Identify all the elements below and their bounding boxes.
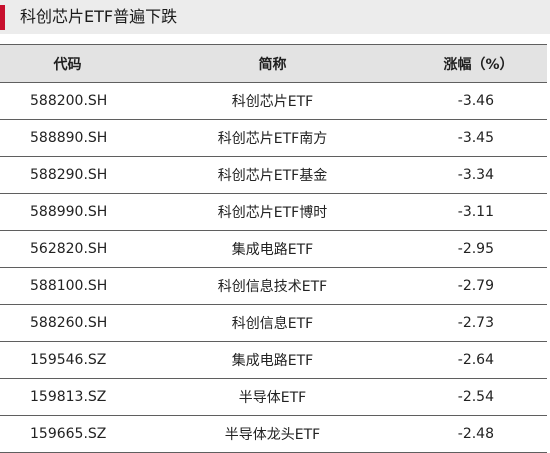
cell-name: 半导体龙头ETF [135,415,410,453]
table-row: 588890.SH 科创芯片ETF南方 -3.45 [0,119,547,157]
cell-code: 588990.SH [0,193,135,231]
table-row: 159813.SZ 半导体ETF -2.54 [0,378,547,416]
cell-code: 588890.SH [0,119,135,157]
cell-change: -2.54 [410,378,547,416]
title-accent-bar [0,5,5,30]
table-body: 588200.SH 科创芯片ETF -3.46 588890.SH 科创芯片ETF南方 -… [0,82,547,453]
cell-change: -2.48 [410,415,547,453]
cell-name: 集成电路ETF [135,230,410,268]
cell-change: -3.34 [410,156,547,194]
table-row: 588260.SH 科创信息ETF -2.73 [0,304,547,342]
cell-change: -2.73 [410,304,547,342]
table-row: 588990.SH 科创芯片ETF博时 -3.11 [0,193,547,231]
cell-name: 科创芯片ETF基金 [135,156,410,194]
cell-change: -2.79 [410,267,547,305]
cell-name: 科创信息ETF [135,304,410,342]
cell-name: 科创芯片ETF南方 [135,119,410,157]
etf-table: 代码 简称 涨幅（%） 588200.SH 科创芯片ETF -3.46 588890.… [0,44,547,453]
cell-code: 562820.SH [0,230,135,268]
cell-name: 科创芯片ETF博时 [135,193,410,231]
table-row: 588200.SH 科创芯片ETF -3.46 [0,82,547,120]
cell-name: 半导体ETF [135,378,410,416]
table-row: 159546.SZ 集成电路ETF -2.64 [0,341,547,379]
cell-code: 588290.SH [0,156,135,194]
cell-name: 科创信息技术ETF [135,267,410,305]
header-change: 涨幅（%） [410,44,547,83]
header-name: 简称 [135,44,410,83]
page-title: 科创芯片ETF普遍下跌 [20,7,178,26]
cell-code: 159813.SZ [0,378,135,416]
cell-change: -2.64 [410,341,547,379]
table-row: 159665.SZ 半导体龙头ETF -2.48 [0,415,547,453]
cell-code: 159546.SZ [0,341,135,379]
cell-code: 588260.SH [0,304,135,342]
title-bar: 科创芯片ETF普遍下跌 [0,0,550,34]
cell-change: -3.45 [410,119,547,157]
cell-code: 588100.SH [0,267,135,305]
table-row: 588290.SH 科创芯片ETF基金 -3.34 [0,156,547,194]
table-row: 588100.SH 科创信息技术ETF -2.79 [0,267,547,305]
cell-change: -3.46 [410,82,547,120]
header-code: 代码 [0,44,135,83]
cell-code: 159665.SZ [0,415,135,453]
cell-name: 集成电路ETF [135,341,410,379]
cell-change: -2.95 [410,230,547,268]
table-header-row: 代码 简称 涨幅（%） [0,44,547,83]
cell-code: 588200.SH [0,82,135,120]
cell-change: -3.11 [410,193,547,231]
cell-name: 科创芯片ETF [135,82,410,120]
table-row: 562820.SH 集成电路ETF -2.95 [0,230,547,268]
